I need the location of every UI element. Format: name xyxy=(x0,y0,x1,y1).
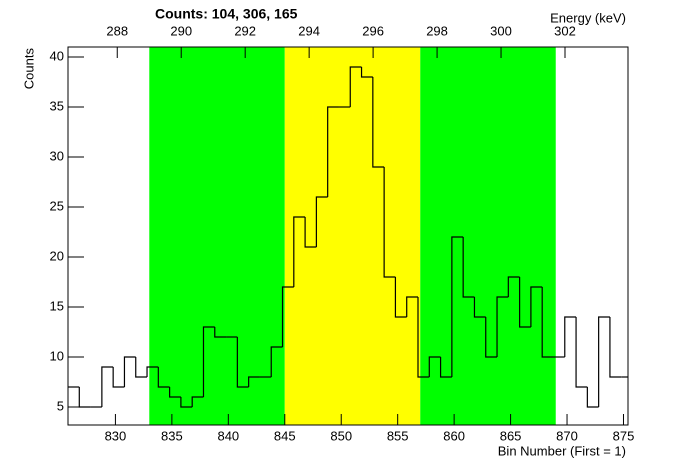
histogram-bin xyxy=(112,367,125,388)
histogram-bin xyxy=(101,366,114,407)
histogram-bin xyxy=(530,286,543,327)
x-tick-label: 855 xyxy=(387,428,409,443)
y-tick-label: 15 xyxy=(50,298,64,313)
bands xyxy=(149,47,556,425)
histogram-bin xyxy=(169,387,181,398)
histogram-bin xyxy=(519,277,531,328)
x2-tick-label: 300 xyxy=(490,23,512,38)
y-tick-label: 40 xyxy=(50,48,64,63)
x-tick-label: 835 xyxy=(161,428,183,443)
histogram-bin xyxy=(473,297,486,318)
histogram-bin xyxy=(609,317,622,378)
x2-tick-label: 296 xyxy=(362,23,384,38)
x-tick-label: 875 xyxy=(613,428,635,443)
histogram-bin xyxy=(451,236,464,377)
histogram-bin xyxy=(180,397,193,408)
x2-tick-label: 294 xyxy=(298,23,320,38)
histogram-bin xyxy=(248,376,260,387)
histogram-bin xyxy=(78,387,91,408)
histogram-bin xyxy=(327,106,339,197)
histogram-bin xyxy=(293,216,306,287)
histogram-bin xyxy=(417,297,430,378)
x-tick-label: 860 xyxy=(443,428,465,443)
y-tick-label: 5 xyxy=(57,398,64,413)
histogram-bin xyxy=(191,396,204,407)
histogram-bin xyxy=(485,317,498,358)
y-tick-label: 20 xyxy=(50,248,64,263)
histogram-bin xyxy=(598,316,610,407)
x2-tick-label: 302 xyxy=(554,23,576,38)
x-tick-label: 830 xyxy=(105,428,127,443)
histogram-bin xyxy=(428,356,441,377)
histogram-bin xyxy=(439,357,452,378)
histogram-bin xyxy=(541,287,554,358)
band xyxy=(149,47,285,425)
histogram-bin xyxy=(564,316,577,357)
y-tick-label: 35 xyxy=(50,98,64,113)
histogram-bin xyxy=(406,296,418,317)
histogram-bin xyxy=(575,317,588,388)
band xyxy=(284,47,421,425)
x-tick-label: 840 xyxy=(217,428,239,443)
histogram-bin xyxy=(236,337,249,388)
histogram-bin xyxy=(507,276,520,297)
histogram-bin xyxy=(349,66,362,107)
histogram-bin xyxy=(394,277,407,318)
x-axis-label: Bin Number (First = 1) xyxy=(498,443,626,458)
x-tick-label: 870 xyxy=(556,428,578,443)
histogram-bin xyxy=(146,366,159,377)
x-tick-label: 845 xyxy=(274,428,296,443)
x2-tick-label: 288 xyxy=(106,23,128,38)
histogram-bin xyxy=(315,196,328,247)
histogram-bin xyxy=(360,67,373,78)
histogram-bin xyxy=(270,346,283,377)
chart-title: Counts: 104, 306, 165 xyxy=(155,6,298,22)
histogram-bin xyxy=(586,387,599,408)
histogram-bin xyxy=(281,286,294,347)
histogram-bin xyxy=(383,167,396,278)
histogram-bin xyxy=(372,77,385,168)
x2-axis-label: Energy (keV) xyxy=(550,10,626,25)
histogram-bin xyxy=(462,237,475,298)
x2-tick-label: 298 xyxy=(426,23,448,38)
plot-frame xyxy=(67,46,629,426)
histogram-bin xyxy=(496,296,509,357)
histogram-bin xyxy=(304,217,317,248)
y-axis-label: Counts xyxy=(21,48,36,90)
histogram-bin xyxy=(135,357,148,378)
y-tick-label: 10 xyxy=(50,348,64,363)
histogram xyxy=(68,66,628,408)
x2-tick-label: 292 xyxy=(234,23,256,38)
x-tick-label: 850 xyxy=(330,428,352,443)
histogram-bin xyxy=(157,367,170,388)
x-tick-label: 865 xyxy=(500,428,522,443)
band xyxy=(420,47,556,425)
x2-tick-label: 290 xyxy=(170,23,192,38)
y-tick-label: 30 xyxy=(50,148,64,163)
histogram-bin xyxy=(123,356,136,387)
y-tick-label: 25 xyxy=(50,198,64,213)
histogram-bin xyxy=(202,326,215,397)
histogram-bin xyxy=(214,327,227,338)
